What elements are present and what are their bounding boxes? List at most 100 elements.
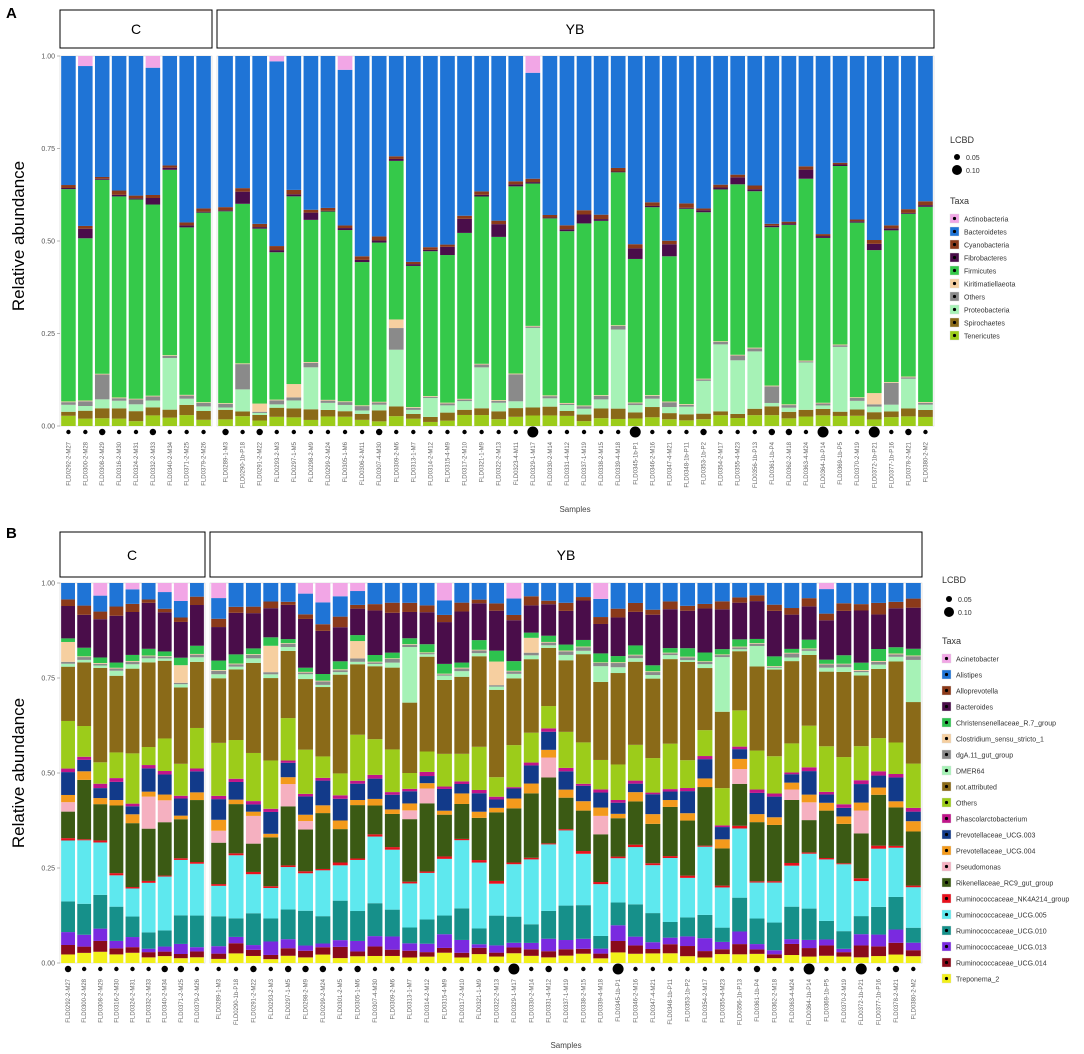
bar-segment-christensenellaceae-r-7-group [853,662,869,671]
bar-segment-cyanobacteria [423,247,438,250]
bar-segment-spirochaetes [696,413,711,420]
bar-segment-firmicutes [764,227,780,386]
bar-segment-alistipes [784,583,800,609]
bar-segment-proteobacteria [525,327,541,408]
lcbd-point [753,965,761,973]
bar-segment-treponema-2 [627,953,643,963]
y-tick-label: 0.50 [41,771,55,778]
bar-segment-kiritimatiellaeota [644,395,660,396]
panel-label-a: A [6,5,17,22]
legend-label: Others [956,801,978,808]
bar-segment-rikenellaceae-rc9-gut-group [190,800,204,863]
bar-segment-cyanobacteria [781,221,797,224]
bar-segment-others [332,773,348,796]
bar-segment-clostridium-sensu-stricto-1 [384,658,400,660]
bar-segment-spirochaetes [576,414,592,422]
x-tick-label: FLD0297-1-M5 [292,441,298,482]
bar-segment-others [228,740,244,779]
bar-segment-alloprevotella [245,606,261,614]
bar-segment-acinetobacter [436,583,452,601]
bar-segment-treponema-2 [905,956,921,963]
bar-segment-ruminococcaceae-ucg-010 [506,916,522,943]
bar-segment-ruminococcaceae-ucg-005 [489,883,505,916]
bar-segment-ruminococcaceae-ucg-010 [471,928,487,945]
bar-segment-rikenellaceae-rc9-gut-group [662,806,678,857]
bar-segment-bacteroidetes [849,56,865,220]
bar-segment-proteobacteria [196,406,211,411]
bar-segment-alistipes [211,598,227,619]
bar-segment-others [61,720,75,769]
bar-segment-others [286,397,302,401]
legend-label: not.attributed [956,785,997,792]
bar-segment-phascolarctobacterium [367,774,383,779]
bar-segment-tenericutes [610,418,626,426]
bar-segment-dmer64 [471,653,487,657]
x-tick-label: FLD0377-1b-P16 [889,441,895,488]
x-tick-label: FLD0362-2-M18 [787,441,793,485]
x-tick-label: FLD0314-2-M12 [428,441,434,485]
bar-segment-kiritimatiellaeota [696,378,711,380]
lcbd-point [752,429,757,435]
x-tick-label: FLD0356-1b-P13 [753,441,759,488]
bar-segment-proteobacteria [423,397,438,417]
bar-segment-christensenellaceae-r-7-group [888,647,904,654]
bar-segment-treponema-2 [801,956,817,963]
bar-segment-bacteroidetes [883,56,899,226]
bar-segment-christensenellaceae-r-7-group [697,652,713,662]
bar-segment-spirochaetes [730,413,746,419]
bar-segment-alloprevotella [263,601,279,609]
bar-segment-alistipes [157,592,172,609]
x-tick-label: FLD0299-2-M24 [326,441,332,485]
bar-segment-tenericutes [781,418,797,426]
bar-segment-bacteroidetes [269,61,285,247]
bar-segment-rikenellaceae-rc9-gut-group [523,793,539,858]
bar-segment-others [419,751,435,772]
bar-segment-others [506,745,522,788]
bar-segment-fibrobacteres [303,212,319,220]
bar-segment-spirochaetes [883,411,899,418]
bar-segment-spirochaetes [679,414,694,421]
bar-segment-proteobacteria [832,346,848,412]
bar-segment-others [263,760,279,809]
bar-segment-ruminococcaceae-ucg-014 [211,953,227,959]
x-tick-label: FLD0309-2-M6 [394,441,400,482]
bar-segment-ruminococcaceae-ucg-013 [819,939,834,946]
bar-segment-alloprevotella [905,598,921,608]
lcbd-point [841,966,847,972]
bar-segment-fibrobacteres [423,249,438,252]
bar-segment-others [883,382,899,405]
bar-segment-proteobacteria [286,400,302,409]
bar-segment-prevotellaceae-ucg-004 [245,811,261,816]
bar-segment-ruminococcaceae-ucg-014 [471,947,487,955]
bar-segment-treponema-2 [419,956,435,963]
bar-segment-rikenellaceae-rc9-gut-group [593,834,609,883]
bar-segment-others [371,402,387,405]
bar-segment-alloprevotella [645,609,661,615]
bar-segment-clostridium-sensu-stricto-1 [157,656,172,657]
legend-swatch-dot [952,281,957,286]
bar-segment-clostridium-sensu-stricto-1 [714,654,730,656]
legend-label: Ruminococcaceae_UCG.010 [956,929,1047,936]
bar-segment-dga-11-gut-group [93,663,108,666]
bar-segment-dga-11-gut-group [575,647,591,651]
bar-segment-fibrobacteres [679,207,694,209]
bar-segment-proteobacteria [440,405,455,413]
bar-segment-bacteroidetes [815,56,831,235]
bar-segment-clostridium-sensu-stricto-1 [211,670,227,671]
lcbd-point [201,429,206,435]
bar-segment-phascolarctobacterium [280,760,296,763]
bar-segment-fibrobacteres [218,210,233,212]
bar-segment-alloprevotella [109,606,124,616]
bar-segment-ruminococcaceae-ucg-014 [627,945,643,954]
bar-segment-ruminococcaceae-ucg-010 [888,896,904,930]
bar-segment-others [405,407,421,410]
bar-segment-treponema-2 [263,959,279,963]
bar-segment-christensenellaceae-r-7-group [784,648,800,653]
bar-segment-ruminococcaceae-ucg-014 [766,954,782,959]
bar-segment-not-attributed [819,671,834,747]
bar-segment-fibrobacteres [849,221,865,223]
bar-segment-ruminococcaceae-ucg-014 [732,944,748,955]
bar-segment-ruminococcaceae-nk4a214-group [662,856,678,858]
bar-segment-ruminococcaceae-nk4a214-group [315,868,331,871]
bar-segment-alistipes [662,583,678,602]
